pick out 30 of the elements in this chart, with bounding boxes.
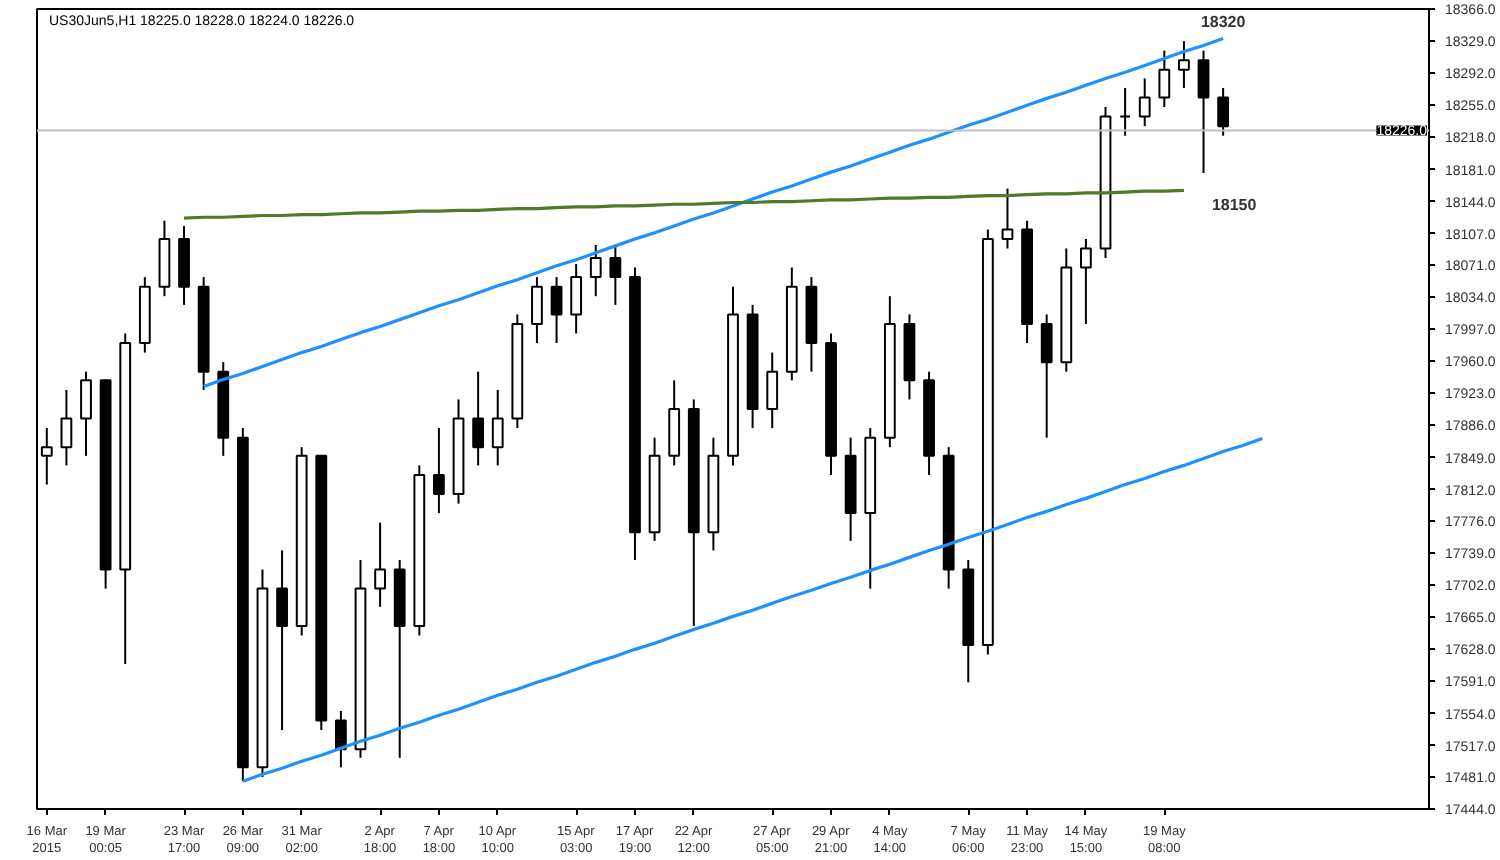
candlestick bbox=[60, 388, 73, 467]
candlestick bbox=[334, 709, 347, 769]
candlestick bbox=[178, 224, 190, 306]
candlestick bbox=[276, 549, 288, 732]
candlestick bbox=[550, 276, 563, 345]
candlestick bbox=[472, 370, 485, 467]
candlestick bbox=[1178, 40, 1190, 89]
candlestick bbox=[1001, 187, 1014, 250]
candlestick bbox=[433, 427, 445, 515]
candlestick bbox=[1158, 49, 1171, 109]
candlestick bbox=[531, 276, 543, 345]
candlestick bbox=[766, 351, 779, 430]
candlestick bbox=[668, 379, 681, 467]
candlestick bbox=[1138, 77, 1151, 128]
candlestick bbox=[80, 370, 92, 457]
candlestick bbox=[1040, 313, 1053, 439]
line-series bbox=[182, 188, 1186, 220]
candlestick bbox=[609, 244, 622, 306]
candlestick bbox=[1119, 86, 1132, 137]
candlestick bbox=[1197, 49, 1210, 174]
candlestick bbox=[1080, 237, 1092, 325]
candlestick bbox=[1217, 86, 1230, 137]
annotation: 18320 bbox=[1200, 12, 1247, 31]
annotation: 18150 bbox=[1211, 196, 1258, 215]
candlestick bbox=[374, 521, 386, 608]
candlestick bbox=[491, 388, 504, 467]
candlestick bbox=[570, 263, 583, 335]
line-series bbox=[241, 436, 1264, 783]
candlestick bbox=[158, 219, 171, 298]
candlestick bbox=[589, 244, 602, 298]
